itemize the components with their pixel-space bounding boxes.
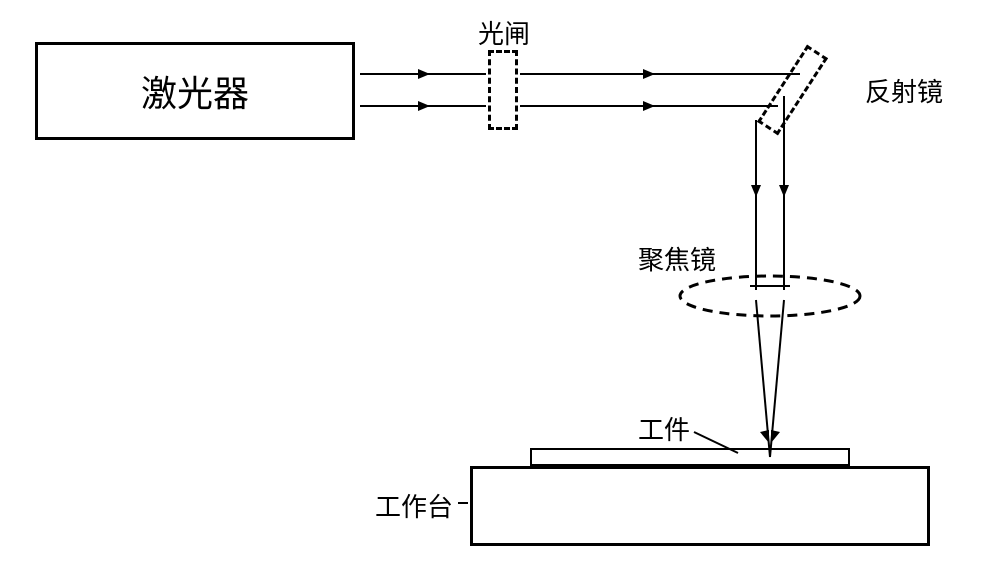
worktable-box: [470, 466, 930, 546]
beam-conv-right-arrow: [771, 430, 780, 443]
mirror-label: 反射镜: [865, 72, 943, 109]
lens-label: 聚焦镜: [638, 240, 716, 277]
laser-label: 激光器: [141, 65, 249, 117]
mirror-box: [757, 45, 828, 136]
beam-v-right-arrow: [779, 185, 789, 197]
beam-conv-right: [770, 300, 784, 457]
beam-h2-top-arrow: [643, 69, 655, 79]
beam-h1-bot-arrow: [418, 101, 430, 111]
shutter-label: 光闸: [478, 14, 530, 51]
beam-h1-top-arrow: [418, 69, 430, 79]
laser-box: 激光器: [35, 42, 355, 140]
worktable-label: 工作台: [375, 487, 453, 524]
workpiece-label: 工件: [638, 410, 690, 447]
workpiece-box: [530, 448, 850, 466]
beam-h2-bot-arrow: [643, 101, 655, 111]
lens-ellipse: [680, 276, 860, 316]
beam-v-left-arrow: [751, 185, 761, 197]
beam-conv-left-arrow: [760, 430, 769, 443]
beam-conv-left: [756, 300, 770, 457]
shutter-box: [488, 50, 518, 130]
